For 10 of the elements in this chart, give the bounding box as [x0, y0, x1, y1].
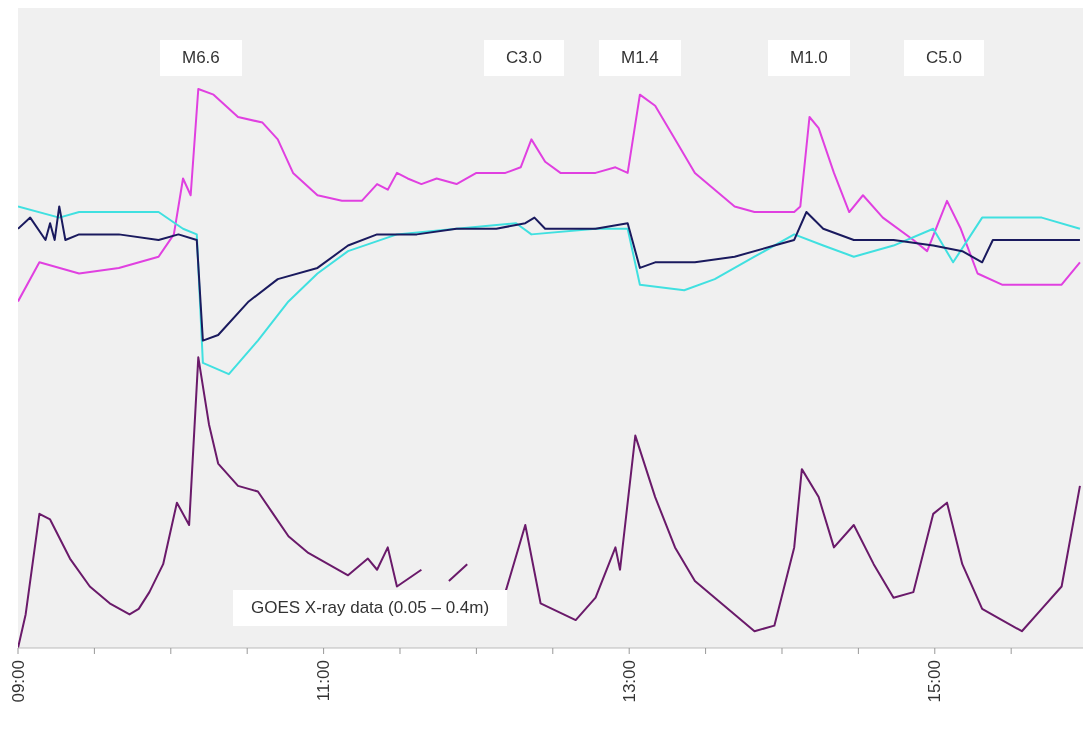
annotation: GOES X-ray data (0.05 – 0.4m)	[233, 590, 508, 626]
text: M1.0	[768, 40, 850, 76]
x-tick-label: 11:00	[314, 660, 334, 702]
x-tick-label: 15:00	[925, 660, 945, 703]
x-tick-label: 13:00	[619, 660, 639, 703]
x-tick-label: 09:00	[8, 660, 28, 703]
text: M1.4	[599, 40, 681, 76]
text: C5.0	[904, 40, 984, 76]
text: C3.0	[484, 40, 564, 76]
text: M6.6	[160, 40, 242, 76]
